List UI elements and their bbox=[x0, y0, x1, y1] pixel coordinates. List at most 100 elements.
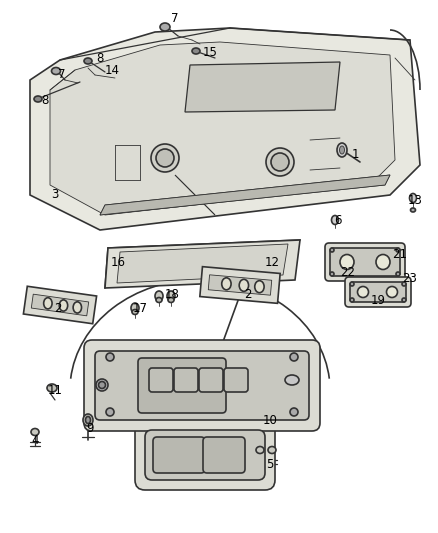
Text: 16: 16 bbox=[110, 256, 126, 270]
Ellipse shape bbox=[34, 96, 42, 102]
Ellipse shape bbox=[410, 193, 417, 203]
Ellipse shape bbox=[257, 408, 267, 416]
Ellipse shape bbox=[44, 298, 52, 309]
Text: 1: 1 bbox=[351, 149, 359, 161]
Polygon shape bbox=[200, 266, 280, 303]
Ellipse shape bbox=[337, 143, 347, 157]
Polygon shape bbox=[100, 175, 390, 215]
Ellipse shape bbox=[290, 353, 298, 361]
FancyBboxPatch shape bbox=[345, 277, 411, 307]
FancyBboxPatch shape bbox=[153, 437, 205, 473]
Ellipse shape bbox=[47, 384, 57, 392]
Ellipse shape bbox=[85, 416, 91, 424]
Ellipse shape bbox=[350, 282, 354, 286]
Text: 18: 18 bbox=[165, 288, 180, 302]
Ellipse shape bbox=[402, 298, 406, 302]
Ellipse shape bbox=[255, 281, 264, 293]
Ellipse shape bbox=[386, 287, 398, 297]
Ellipse shape bbox=[156, 297, 162, 303]
Polygon shape bbox=[175, 175, 215, 215]
Ellipse shape bbox=[357, 287, 368, 297]
Text: 7: 7 bbox=[171, 12, 179, 25]
Text: 3: 3 bbox=[51, 189, 59, 201]
Ellipse shape bbox=[270, 411, 280, 419]
Polygon shape bbox=[30, 28, 420, 230]
Ellipse shape bbox=[222, 278, 231, 290]
Ellipse shape bbox=[340, 254, 354, 270]
Polygon shape bbox=[50, 42, 395, 215]
FancyBboxPatch shape bbox=[330, 248, 400, 276]
Text: 8: 8 bbox=[96, 52, 104, 64]
FancyBboxPatch shape bbox=[84, 340, 320, 431]
Ellipse shape bbox=[96, 379, 108, 391]
Polygon shape bbox=[185, 62, 340, 112]
FancyBboxPatch shape bbox=[138, 358, 226, 413]
Text: 14: 14 bbox=[105, 63, 120, 77]
Ellipse shape bbox=[73, 302, 81, 313]
FancyBboxPatch shape bbox=[135, 420, 275, 490]
Ellipse shape bbox=[256, 447, 264, 454]
Polygon shape bbox=[117, 244, 288, 283]
FancyBboxPatch shape bbox=[149, 368, 173, 392]
Ellipse shape bbox=[99, 382, 106, 389]
Ellipse shape bbox=[59, 300, 67, 311]
Text: 23: 23 bbox=[403, 271, 417, 285]
Ellipse shape bbox=[330, 248, 334, 252]
Text: 2: 2 bbox=[54, 302, 62, 314]
Text: 5: 5 bbox=[266, 458, 274, 472]
Text: 7: 7 bbox=[58, 69, 66, 82]
Ellipse shape bbox=[151, 144, 179, 172]
Text: 15: 15 bbox=[202, 45, 217, 59]
Text: 8: 8 bbox=[41, 93, 49, 107]
Text: 17: 17 bbox=[133, 302, 148, 314]
Ellipse shape bbox=[266, 148, 294, 176]
Ellipse shape bbox=[376, 254, 390, 270]
FancyBboxPatch shape bbox=[95, 351, 309, 420]
Ellipse shape bbox=[167, 291, 175, 301]
Ellipse shape bbox=[131, 303, 139, 313]
FancyBboxPatch shape bbox=[145, 430, 265, 480]
Ellipse shape bbox=[156, 149, 174, 167]
Polygon shape bbox=[23, 286, 97, 324]
Ellipse shape bbox=[396, 272, 400, 276]
Text: 11: 11 bbox=[47, 384, 63, 397]
Ellipse shape bbox=[268, 447, 276, 454]
Ellipse shape bbox=[290, 408, 298, 416]
Ellipse shape bbox=[106, 353, 114, 361]
Ellipse shape bbox=[52, 68, 60, 75]
Ellipse shape bbox=[155, 291, 163, 301]
FancyBboxPatch shape bbox=[325, 243, 405, 281]
Ellipse shape bbox=[410, 208, 416, 212]
Text: 9: 9 bbox=[86, 422, 94, 434]
Ellipse shape bbox=[396, 248, 400, 252]
Ellipse shape bbox=[160, 23, 170, 31]
Ellipse shape bbox=[330, 272, 334, 276]
Ellipse shape bbox=[402, 282, 406, 286]
Ellipse shape bbox=[83, 414, 93, 426]
Text: 13: 13 bbox=[408, 193, 422, 206]
FancyBboxPatch shape bbox=[224, 368, 248, 392]
Text: 12: 12 bbox=[265, 256, 279, 270]
Text: 4: 4 bbox=[31, 433, 39, 447]
Ellipse shape bbox=[339, 146, 345, 154]
Text: 10: 10 bbox=[262, 414, 277, 426]
Ellipse shape bbox=[239, 279, 249, 292]
Ellipse shape bbox=[350, 298, 354, 302]
Polygon shape bbox=[31, 294, 89, 316]
Text: 2: 2 bbox=[244, 288, 252, 302]
Text: 6: 6 bbox=[334, 214, 342, 227]
FancyBboxPatch shape bbox=[203, 437, 245, 473]
Ellipse shape bbox=[285, 375, 299, 385]
Ellipse shape bbox=[132, 310, 138, 314]
Ellipse shape bbox=[168, 297, 174, 303]
Polygon shape bbox=[100, 175, 390, 215]
Ellipse shape bbox=[271, 153, 289, 171]
Text: 21: 21 bbox=[392, 248, 407, 262]
Text: 19: 19 bbox=[371, 294, 385, 306]
FancyBboxPatch shape bbox=[174, 368, 198, 392]
Ellipse shape bbox=[31, 429, 39, 435]
Polygon shape bbox=[105, 240, 300, 288]
Ellipse shape bbox=[106, 408, 114, 416]
Ellipse shape bbox=[192, 48, 200, 54]
FancyBboxPatch shape bbox=[199, 368, 223, 392]
